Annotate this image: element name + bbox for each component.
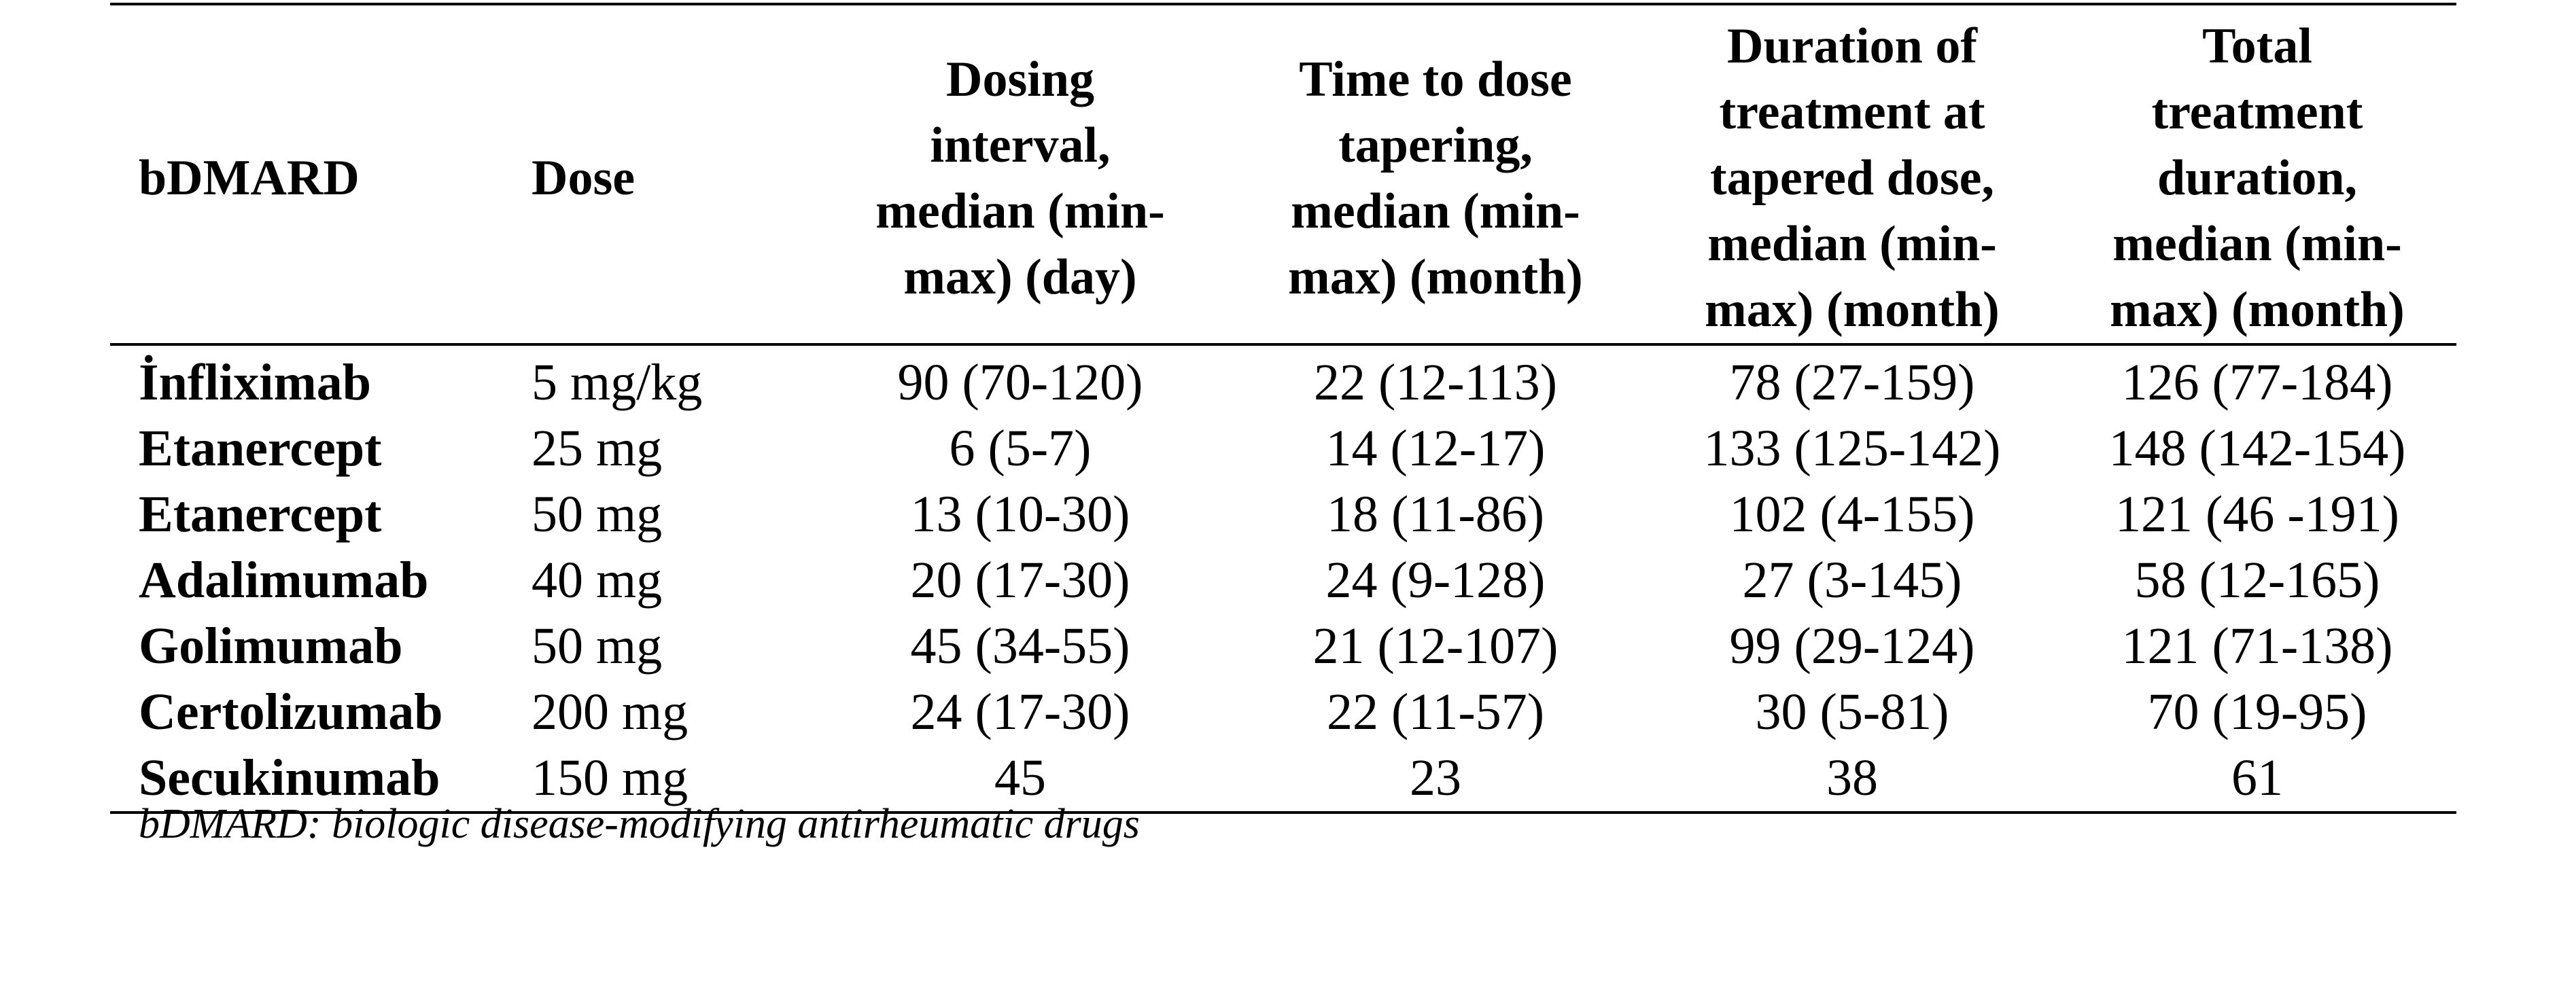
cell-dose: 5 mg/kg <box>532 354 703 411</box>
bdmard-table: bDMARD Dose Dosing interval, median (min… <box>110 3 2456 814</box>
cell-total: 61 <box>2231 749 2283 806</box>
table-row: İnfliximab 5 mg/kg 90 (70-120) 22 (12-11… <box>110 344 2456 416</box>
cell-duration-tapered: 78 (27-159) <box>1729 354 1975 411</box>
table-row: Etanercept 50 mg 13 (10-30) 18 (11-86) 1… <box>110 482 2456 548</box>
cell-time-to-taper: 23 <box>1410 749 1461 806</box>
cell-dose: 40 mg <box>532 552 663 609</box>
cell-total: 121 (46 -191) <box>2115 486 2399 543</box>
cell-interval: 45 (34-55) <box>910 618 1130 675</box>
cell-interval: 45 <box>994 749 1046 806</box>
header-row: bDMARD Dose Dosing interval, median (min… <box>110 4 2456 344</box>
table-container: bDMARD Dose Dosing interval, median (min… <box>110 3 2456 814</box>
cell-total: 58 (12-165) <box>2134 552 2380 609</box>
cell-interval: 24 (17-30) <box>910 683 1130 741</box>
cell-total: 70 (19-95) <box>2147 683 2367 741</box>
table-row: Etanercept 25 mg 6 (5-7) 14 (12-17) 133 … <box>110 416 2456 482</box>
cell-total: 126 (77-184) <box>2121 354 2393 411</box>
cell-duration-tapered: 99 (29-124) <box>1729 618 1975 675</box>
cell-drug: İnfliximab <box>139 354 372 411</box>
cell-total: 148 (142-154) <box>2108 420 2406 477</box>
cell-duration-tapered: 133 (125-142) <box>1703 420 2001 477</box>
cell-drug: Certolizumab <box>139 683 443 741</box>
header-bdmard: bDMARD <box>139 150 360 206</box>
cell-dose: 200 mg <box>532 683 689 741</box>
cell-interval: 20 (17-30) <box>910 552 1130 609</box>
header-duration-tapered: Duration of treatment at tapered dose, m… <box>1705 18 2000 338</box>
cell-duration-tapered: 27 (3-145) <box>1742 552 1962 609</box>
header-time-to-dose-tapering: Time to dose tapering, median (min- max)… <box>1288 51 1583 305</box>
cell-dose: 25 mg <box>532 420 663 477</box>
cell-time-to-taper: 14 (12-17) <box>1325 420 1546 477</box>
table-row: Adalimumab 40 mg 20 (17-30) 24 (9-128) 2… <box>110 548 2456 613</box>
cell-drug: Etanercept <box>139 420 382 477</box>
header-total-duration: Total treatment duration, median (min- m… <box>2110 18 2405 338</box>
cell-duration-tapered: 38 <box>1826 749 1878 806</box>
cell-drug: Secukinumab <box>139 749 440 806</box>
cell-dose: 50 mg <box>532 618 663 675</box>
cell-dose: 50 mg <box>532 486 663 543</box>
cell-dose: 150 mg <box>532 749 689 806</box>
table-footnote: bDMARD: biologic disease-modifying antir… <box>139 801 1140 847</box>
header-dosing-interval: Dosing interval, median (min- max) (day) <box>875 51 1165 305</box>
cell-duration-tapered: 30 (5-81) <box>1755 683 1949 741</box>
cell-duration-tapered: 102 (4-155) <box>1729 486 1975 543</box>
cell-time-to-taper: 18 (11-86) <box>1326 486 1545 543</box>
cell-time-to-taper: 22 (11-57) <box>1326 683 1545 741</box>
cell-interval: 6 (5-7) <box>949 420 1092 477</box>
cell-time-to-taper: 21 (12-107) <box>1312 618 1559 675</box>
cell-time-to-taper: 22 (12-113) <box>1313 354 1558 411</box>
cell-drug: Golimumab <box>139 618 403 675</box>
table-row: Certolizumab 200 mg 24 (17-30) 22 (11-57… <box>110 679 2456 745</box>
cell-total: 121 (71-138) <box>2121 618 2393 675</box>
cell-interval: 90 (70-120) <box>897 354 1143 411</box>
header-dose: Dose <box>532 150 636 206</box>
table-row: Golimumab 50 mg 45 (34-55) 21 (12-107) 9… <box>110 613 2456 679</box>
cell-interval: 13 (10-30) <box>910 486 1130 543</box>
cell-time-to-taper: 24 (9-128) <box>1325 552 1546 609</box>
cell-drug: Etanercept <box>139 486 382 543</box>
table-row: Secukinumab 150 mg 45 23 38 61 <box>110 745 2456 813</box>
cell-drug: Adalimumab <box>139 552 429 609</box>
